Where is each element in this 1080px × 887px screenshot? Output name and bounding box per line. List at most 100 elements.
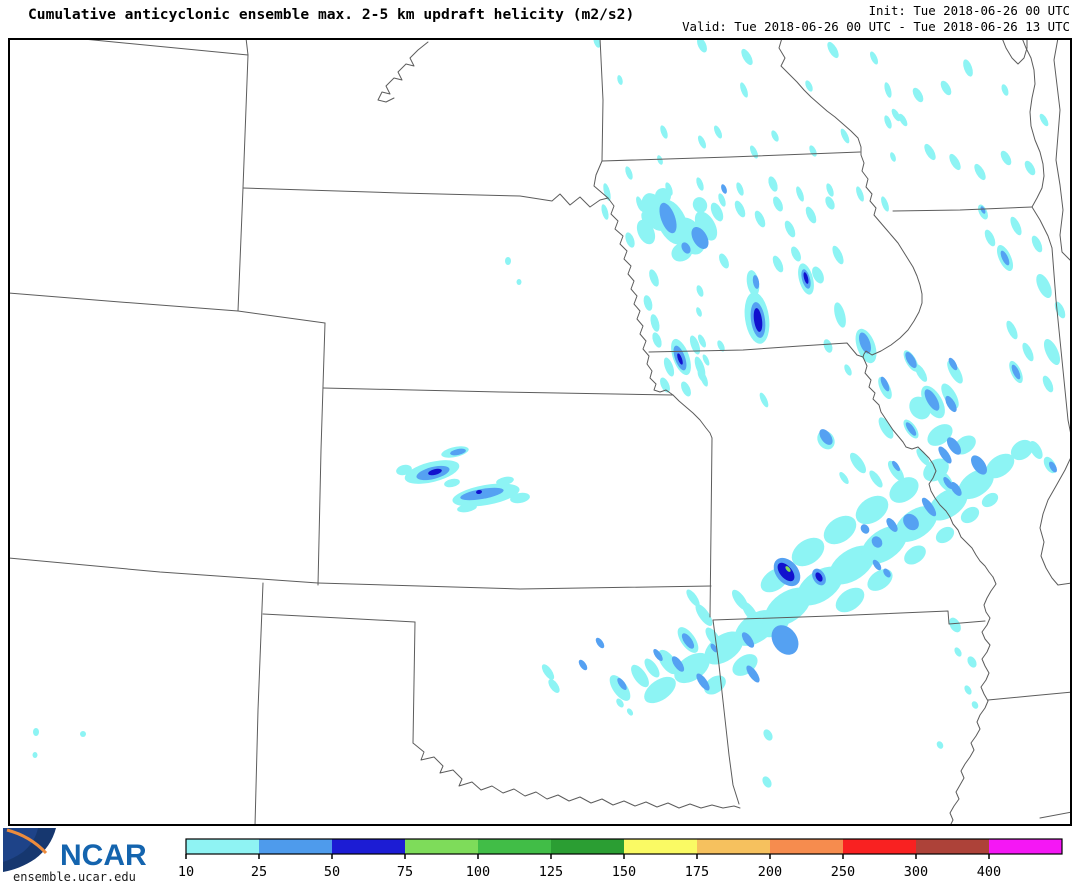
helicity-blob-10	[652, 332, 662, 348]
colorbar-segment-400	[989, 839, 1062, 854]
helicity-blob-10	[660, 125, 668, 139]
helicity-blob-10	[734, 200, 746, 218]
helicity-blob-10	[1043, 339, 1061, 365]
helicity-blob-10	[881, 196, 889, 212]
helicity-blob-10	[593, 40, 601, 48]
helicity-blob-25	[450, 448, 466, 456]
helicity-blob-10	[935, 526, 955, 544]
helicity-blob-10	[631, 664, 649, 688]
helicity-blob-10	[1022, 342, 1034, 362]
helicity-blob-25	[1011, 364, 1021, 380]
ohio-river	[1039, 458, 1070, 586]
helicity-blob-10	[541, 664, 555, 680]
helicity-blob-10	[981, 492, 999, 508]
helicity-blob-10	[949, 617, 961, 633]
border-ia-mo	[648, 342, 864, 358]
helicity-blob-10	[805, 206, 817, 224]
border-mt-wy	[88, 40, 249, 56]
border-mo-ar	[712, 610, 986, 625]
helicity-blob-25	[1049, 461, 1057, 473]
helicity-blob-25	[659, 202, 677, 234]
helicity-blob-10	[963, 59, 973, 77]
helicity-blob-10	[1036, 273, 1052, 299]
helicity-blob-10	[812, 266, 824, 284]
helicity-blob-50	[476, 489, 482, 495]
helicity-blob-25	[980, 206, 986, 214]
helicity-blob-10	[616, 698, 624, 708]
helicity-blob-10	[697, 370, 705, 382]
red-river	[412, 742, 741, 809]
border-nm-co	[10, 557, 319, 584]
helicity-blob-10	[844, 364, 852, 376]
colorbar-tick-label: 200	[758, 864, 782, 880]
border-ok-panhandle	[262, 613, 416, 623]
border-il-in	[1051, 247, 1070, 433]
helicity-blob-25	[746, 665, 760, 683]
helicity-blob-10	[928, 487, 968, 521]
helicity-blob-25	[721, 184, 727, 194]
helicity-blob-10	[713, 125, 723, 139]
helicity-blob-10	[840, 128, 850, 144]
border-ky-tn	[1057, 582, 1070, 586]
il-lake-shore	[1031, 206, 1053, 249]
helicity-blob-10	[740, 82, 748, 98]
helicity-blob-10	[791, 246, 801, 262]
helicity-blob-25	[691, 227, 709, 249]
helicity-blob-50	[803, 272, 809, 284]
helicity-blob-25	[921, 497, 937, 517]
helicity-blob-10	[696, 177, 704, 191]
helicity-blob-25	[710, 643, 718, 653]
helicity-blob-25	[880, 376, 890, 392]
colorbar-tick-label: 150	[612, 864, 636, 880]
helicity-blob-10	[697, 135, 707, 149]
helicity-blob-10	[898, 113, 908, 127]
valid-time-label: Valid: Tue 2018-06-26 00 UTC - Tue 2018-…	[682, 18, 1070, 34]
helicity-blob-10	[625, 166, 633, 180]
helicity-blob-10	[891, 108, 901, 122]
helicity-blob-10	[1010, 216, 1022, 236]
helicity-blob-10	[32, 752, 38, 758]
colorbar-segment-125	[551, 839, 624, 854]
border-ar-la	[1039, 811, 1070, 819]
helicity-blob-10	[644, 658, 660, 678]
helicity-blob-25	[771, 625, 799, 655]
helicity-blob-10	[692, 197, 708, 213]
colorbar-segment-25	[259, 839, 332, 854]
helicity-blob-10	[710, 202, 724, 222]
helicity-blob-10	[927, 424, 953, 446]
colorbar-tick-label: 75	[397, 864, 413, 880]
border-ne-ks	[322, 387, 674, 396]
helicity-blob-25	[883, 568, 891, 578]
helicity-blob-10	[663, 357, 675, 377]
helicity-blob-10	[791, 537, 825, 567]
run-times: Init: Tue 2018-06-26 00 UTC Valid: Tue 20…	[682, 3, 1070, 34]
helicity-blob-10	[869, 51, 879, 65]
border-sd-ne	[242, 187, 609, 208]
colorbar-segment-75	[405, 839, 478, 854]
border-ks-ok	[317, 582, 712, 590]
colorbar-tick-label: 10	[178, 864, 194, 880]
helicity-blob-10	[695, 603, 713, 627]
helicity-blob-25	[617, 678, 627, 690]
helicity-blob-10	[609, 675, 631, 701]
colorbar-tick-label: 250	[831, 864, 855, 880]
border-tn-ms	[987, 691, 1070, 701]
helicity-blob-75	[785, 566, 791, 572]
helicity-blob-10	[832, 245, 844, 265]
colorbar-segment-100	[478, 839, 551, 854]
helicity-blob-10	[686, 589, 700, 607]
helicity-blob-10	[650, 314, 660, 332]
helicity-blob-10	[717, 340, 725, 352]
helicity-blob-10	[665, 182, 673, 196]
helicity-blob-10	[914, 364, 928, 382]
helicity-blob-25	[653, 649, 663, 661]
helicity-blob-10	[887, 460, 905, 482]
helicity-blob-10	[1010, 439, 1034, 461]
helicity-blob-10	[1006, 320, 1018, 340]
mississippi-lower	[949, 576, 997, 824]
map-frame	[8, 38, 1072, 826]
helicity-blob-10	[457, 503, 477, 513]
helicity-blob-10	[771, 130, 779, 142]
helicity-blob-25	[945, 395, 957, 413]
helicity-blob-10	[444, 478, 460, 488]
